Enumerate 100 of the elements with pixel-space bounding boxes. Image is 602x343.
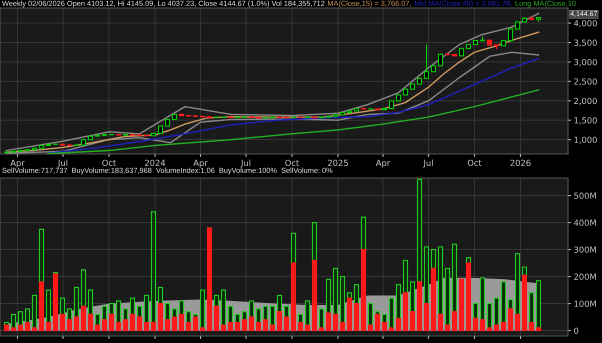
x-tick-label: Jul — [58, 160, 68, 168]
bar — [10, 327, 16, 332]
bar — [444, 324, 450, 332]
bar — [396, 284, 402, 319]
bar — [276, 294, 282, 312]
bar — [172, 316, 178, 332]
bar — [430, 268, 436, 332]
bar — [102, 319, 108, 332]
bar — [290, 262, 296, 332]
bar — [144, 322, 150, 332]
bar — [332, 314, 338, 332]
bar — [388, 298, 394, 328]
bar — [402, 260, 408, 294]
bar — [262, 319, 268, 332]
bar — [52, 273, 58, 332]
bar — [220, 324, 226, 332]
line-series — [47, 89, 540, 154]
bar — [466, 262, 472, 332]
bar — [234, 322, 240, 332]
x-tick-label: Jul — [240, 160, 250, 168]
bar — [458, 278, 464, 332]
y-tick-label: 0 — [574, 328, 578, 334]
bar — [528, 292, 534, 324]
bar — [340, 322, 346, 332]
y-tick-label: 400M — [574, 220, 596, 226]
bar — [354, 303, 360, 332]
candlestick — [438, 53, 444, 67]
bar — [360, 249, 366, 332]
y-tick-label: 2,500 — [574, 78, 597, 86]
bar — [494, 324, 500, 332]
bar — [416, 281, 422, 332]
bar — [486, 303, 492, 328]
bar — [220, 290, 226, 326]
bar — [284, 306, 290, 318]
bar — [472, 318, 478, 332]
bar — [18, 324, 24, 332]
bar — [242, 319, 248, 332]
bar — [136, 306, 142, 318]
bar — [360, 216, 366, 250]
bar — [206, 227, 212, 332]
bar — [494, 298, 500, 326]
bar — [368, 303, 374, 326]
bar — [88, 314, 94, 332]
bar — [424, 246, 430, 304]
bar — [150, 322, 156, 332]
bar — [46, 290, 52, 324]
bar — [38, 281, 44, 332]
bar — [94, 324, 100, 332]
y-tick-label: 3,500 — [574, 40, 597, 47]
bar — [178, 300, 184, 315]
x-tick-label: Apr — [10, 160, 25, 168]
bar — [130, 298, 136, 315]
bar — [200, 290, 206, 328]
bar — [270, 324, 276, 332]
candlestick — [424, 44, 430, 80]
bar — [32, 327, 38, 332]
bar — [32, 294, 38, 328]
bar — [10, 314, 16, 328]
bar — [108, 303, 114, 315]
bar — [304, 300, 310, 326]
bar — [164, 319, 170, 332]
bar — [430, 249, 436, 270]
bar — [102, 306, 108, 320]
bar — [410, 281, 416, 312]
bar — [332, 268, 338, 315]
bar — [438, 314, 444, 332]
bar — [452, 311, 458, 332]
bar — [444, 268, 450, 326]
x-tick-label: Oct — [285, 160, 300, 166]
bar — [326, 312, 332, 332]
y-tick-label: 2,000 — [574, 98, 597, 105]
bar — [144, 294, 150, 324]
bar — [318, 327, 324, 332]
bar — [522, 274, 528, 332]
bar — [396, 318, 402, 332]
x-tick-label: Jul — [423, 160, 433, 168]
bar — [24, 308, 30, 324]
x-tick-label: 2026 — [510, 160, 531, 166]
x-tick-label: Apr — [193, 160, 208, 168]
bar — [284, 316, 290, 332]
x-tick-label: 2025 — [328, 160, 348, 166]
bar — [248, 300, 254, 318]
bar — [66, 319, 72, 332]
bar — [528, 322, 534, 332]
bar — [74, 316, 80, 332]
bar — [60, 298, 66, 315]
bar — [480, 319, 486, 332]
bar — [122, 319, 128, 332]
bar — [318, 308, 324, 328]
bar — [130, 314, 136, 332]
bar — [178, 314, 184, 332]
bar — [472, 303, 478, 319]
bar — [228, 306, 234, 324]
bar — [438, 246, 444, 315]
bar — [186, 311, 192, 324]
bar — [248, 316, 254, 332]
bar — [24, 322, 30, 332]
bar — [312, 260, 318, 332]
bar — [486, 327, 492, 332]
bar — [480, 277, 486, 320]
